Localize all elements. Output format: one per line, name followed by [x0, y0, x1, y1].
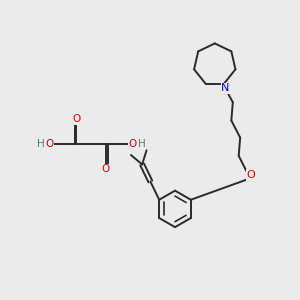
Text: H: H: [37, 139, 44, 149]
Text: O: O: [72, 114, 80, 124]
Text: O: O: [45, 139, 53, 149]
Text: O: O: [129, 139, 137, 149]
Text: O: O: [246, 170, 255, 180]
Text: O: O: [102, 164, 110, 174]
Text: N: N: [221, 83, 230, 93]
Text: H: H: [138, 139, 146, 149]
